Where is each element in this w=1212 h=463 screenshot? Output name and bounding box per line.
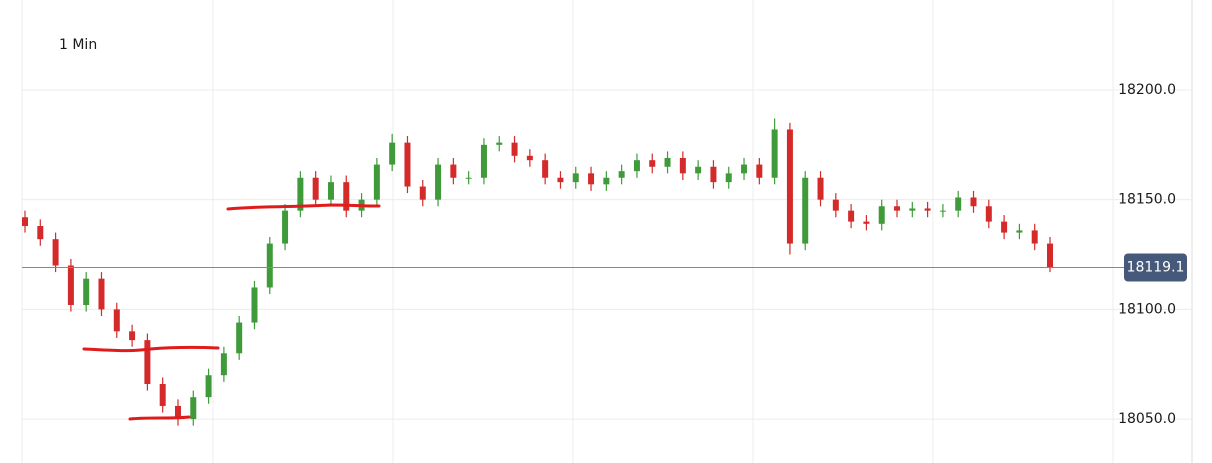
candle-body — [664, 157, 671, 167]
candle-body — [542, 160, 549, 178]
candle-body — [695, 166, 702, 174]
y-tick-label: 18100.0 — [1118, 301, 1176, 317]
interval-label: 1 Min — [59, 37, 97, 53]
candle-body — [419, 186, 426, 200]
candle-body — [1001, 221, 1008, 233]
candle-body — [37, 226, 44, 240]
candle-body — [756, 164, 763, 178]
last-price-label: 18119.1 — [1127, 259, 1185, 275]
candle-body — [526, 155, 533, 161]
candle-body — [603, 177, 610, 185]
y-tick-label: 18200.0 — [1118, 82, 1176, 98]
candle-body — [159, 384, 166, 406]
candle-body — [327, 182, 334, 200]
candle-body — [1047, 243, 1053, 268]
candle-body — [389, 142, 396, 165]
candle-body — [404, 142, 411, 187]
candle-body — [465, 177, 472, 179]
candle-body — [588, 173, 595, 185]
candle-body — [970, 197, 977, 207]
drawn-line — [82, 345, 220, 353]
candle-body — [312, 177, 319, 200]
candle-body — [679, 157, 686, 174]
candle-body — [83, 278, 90, 306]
candle-body — [450, 164, 457, 178]
candle-body — [817, 177, 824, 200]
candle-body — [863, 221, 870, 224]
candle-body — [878, 206, 885, 224]
candle-body — [236, 322, 243, 354]
candle-body — [786, 129, 793, 244]
last-price-box — [1124, 253, 1187, 282]
candle-body — [144, 340, 151, 385]
candle-body — [924, 208, 931, 211]
candle-body — [618, 171, 625, 178]
candle-body — [205, 375, 212, 398]
candle-body — [190, 397, 197, 420]
candle-body — [174, 405, 181, 420]
candle-body — [343, 182, 350, 211]
candle-body — [1031, 230, 1038, 244]
y-tick-label: 18150.0 — [1118, 192, 1176, 208]
candle-body — [909, 208, 916, 211]
candle-body — [832, 199, 839, 211]
y-tick-label: 18050.0 — [1118, 411, 1176, 427]
candle-body — [741, 164, 748, 174]
candle-body — [67, 265, 74, 306]
candle-body — [802, 177, 809, 244]
candle-body — [220, 353, 227, 376]
candle-body — [939, 210, 946, 212]
candle-body — [297, 177, 304, 211]
candle-body — [435, 164, 442, 200]
candle-body — [725, 173, 732, 183]
candle-body — [251, 287, 258, 323]
candle-body — [985, 206, 992, 222]
candle-body — [480, 144, 487, 178]
plot — [22, 89, 1192, 426]
vertical-grid — [21, 0, 1193, 463]
candle-body — [98, 278, 105, 310]
candle-body — [955, 197, 962, 211]
candle-body — [633, 160, 640, 172]
candle-body — [266, 243, 273, 288]
candle-body — [22, 217, 28, 227]
candle-body — [771, 129, 778, 178]
candle-body — [373, 164, 380, 200]
candle-body — [282, 210, 289, 244]
candle-body — [894, 206, 901, 211]
candle-body — [129, 331, 136, 341]
candle-body — [848, 210, 855, 222]
drawn-line — [128, 415, 191, 421]
candle-body — [113, 309, 120, 332]
candle-body — [710, 166, 717, 183]
candle-body — [52, 239, 59, 266]
drawn-line — [226, 203, 381, 211]
candle-body — [649, 160, 656, 167]
candle-body — [496, 142, 503, 145]
candle-body — [572, 173, 579, 183]
drawings — [82, 203, 381, 421]
candle-body — [511, 142, 518, 156]
candle-body — [557, 177, 564, 183]
candle-body — [1016, 230, 1023, 233]
